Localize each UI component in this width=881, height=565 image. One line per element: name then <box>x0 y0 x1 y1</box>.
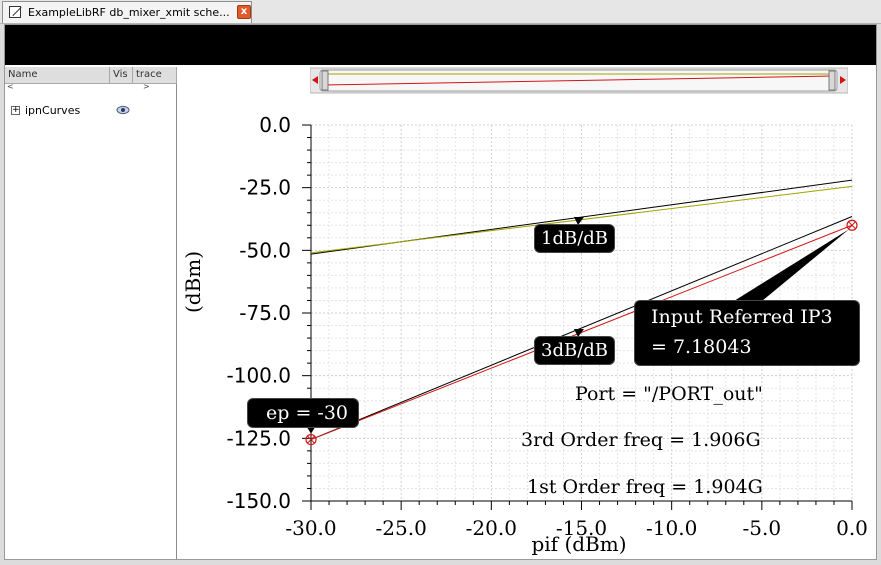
x-tick-label: 0.0 <box>836 516 868 540</box>
x-axis-label: pif (dBm) <box>531 532 626 556</box>
plot-area[interactable]: 0.0 -25.0 -50.0 -75.0 -100.0 -125.0 -150.0 -30… <box>178 67 876 559</box>
first-order-freq-text: 1st Order freq = 1.904G <box>527 476 763 498</box>
horizontal-scroll[interactable]: < > <box>5 82 177 92</box>
y-axis-label: (dBm) <box>181 251 205 313</box>
expand-icon[interactable]: + <box>11 105 20 115</box>
slider-left-handle <box>321 70 329 91</box>
slope1-pointer <box>574 217 584 225</box>
schematic-icon <box>9 6 21 18</box>
tab-bar: ExampleLibRF db_mixer_xmit sche... x <box>0 0 881 24</box>
marker-cross <box>848 221 856 230</box>
scroll-left-icon[interactable]: < <box>7 82 14 91</box>
ip3-value: = 7.18043 <box>651 336 752 358</box>
y-tick-label: -50.0 <box>239 238 291 262</box>
column-header-name[interactable]: Name <box>5 67 110 84</box>
range-slider[interactable] <box>310 67 848 97</box>
marker-1 <box>305 433 317 446</box>
ep-pointer <box>306 425 316 434</box>
series-line-3 <box>310 216 853 441</box>
marker-circle <box>846 219 858 231</box>
tab-schematic[interactable]: ExampleLibRF db_mixer_xmit sche... x <box>2 1 252 23</box>
slope-label-1db: 1dB/dB <box>535 225 615 252</box>
ip3-title: Input Referred IP3 <box>651 306 833 328</box>
slope3-pointer <box>574 329 584 337</box>
y-tick-label: -25.0 <box>239 176 291 200</box>
y-tick-label: -75.0 <box>239 301 291 325</box>
ep-annotation: ep = -30 <box>248 399 359 427</box>
column-header-vis[interactable]: Vis <box>110 67 133 84</box>
marker-cross <box>307 435 315 444</box>
x-tick-label: -5.0 <box>743 516 782 540</box>
third-order-freq-text: 3rd Order freq = 1.906G <box>521 429 761 451</box>
slope-label-3db: 3dB/dB <box>535 337 615 364</box>
chart-markers <box>305 219 858 446</box>
series-line-4 <box>310 224 853 441</box>
ip3-chart: 0.0 -25.0 -50.0 -75.0 -100.0 -125.0 -150.0 -30… <box>181 113 868 556</box>
waveform-window: Name Vis trace < > + ipnCurves <box>4 24 877 560</box>
x-tick-label: -30.0 <box>285 516 336 540</box>
ip3-annotation: Input Referred IP3 = 7.18043 <box>635 301 859 365</box>
toolbar-area <box>5 25 876 65</box>
x-tick-label: -25.0 <box>376 516 427 540</box>
column-header-trace[interactable]: trace <box>133 67 177 84</box>
x-tick-label: -20.0 <box>466 516 517 540</box>
trace-browser: Name Vis trace < > + ipnCurves <box>5 67 177 559</box>
marker-circle <box>305 433 317 446</box>
y-tick-label: -125.0 <box>227 426 291 450</box>
port-text: Port = "/PORT_out" <box>575 383 763 405</box>
slider-left-arrow-icon <box>312 76 318 84</box>
eye-icon[interactable] <box>116 105 130 115</box>
tree-item-label: ipnCurves <box>25 104 81 117</box>
y-tick-label: -100.0 <box>227 364 291 388</box>
x-axis: -30.0 -25.0 -20.0 -15.0 -10.0 -5.0 0.0 <box>285 501 868 540</box>
y-tick-label: -150.0 <box>227 489 291 513</box>
y-axis: 0.0 -25.0 -50.0 -75.0 -100.0 -125.0 -150.0 <box>227 113 311 513</box>
slider-right-handle <box>828 70 836 91</box>
tab-title: ExampleLibRF db_mixer_xmit sche... <box>28 6 230 19</box>
tree-item-ipncurves[interactable]: + ipnCurves <box>11 104 171 120</box>
x-tick-label: -10.0 <box>646 516 697 540</box>
close-icon[interactable]: x <box>237 5 251 19</box>
scroll-right-icon[interactable]: > <box>143 82 150 91</box>
slider-right-arrow-icon <box>840 76 846 84</box>
x-tick-label: -15.0 <box>556 516 607 540</box>
marker-2 <box>846 219 858 231</box>
y-tick-label: 0.0 <box>259 113 291 137</box>
